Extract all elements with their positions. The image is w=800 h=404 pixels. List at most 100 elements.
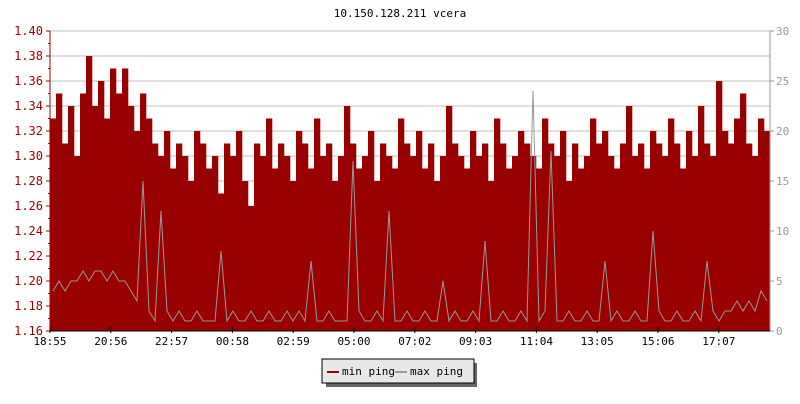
y-left-tick-label: 1.26 xyxy=(14,199,43,213)
min-ping-bar xyxy=(122,68,129,331)
min-ping-bar xyxy=(746,143,753,331)
min-ping-bar xyxy=(356,168,363,331)
min-ping-bar xyxy=(368,131,375,331)
y-right-tick-label: 25 xyxy=(776,75,789,88)
x-tick-label: 20:56 xyxy=(94,335,127,348)
min-ping-bar xyxy=(464,168,471,331)
min-ping-bar xyxy=(380,143,387,331)
min-ping-bar xyxy=(236,131,243,331)
min-ping-bar xyxy=(386,156,393,331)
min-ping-bar xyxy=(662,156,669,331)
min-ping-bar xyxy=(494,118,501,331)
min-ping-bar xyxy=(614,168,621,331)
x-tick-label: 07:02 xyxy=(398,335,431,348)
min-ping-bar xyxy=(752,156,759,331)
min-ping-bar xyxy=(536,168,543,331)
min-ping-bar xyxy=(572,143,579,331)
y-left-tick-label: 1.30 xyxy=(14,149,43,163)
min-ping-bar xyxy=(476,156,483,331)
min-ping-bar xyxy=(404,143,411,331)
min-ping-bar xyxy=(704,143,711,331)
y-right-tick-label: 10 xyxy=(776,225,789,238)
legend: min ping max ping xyxy=(321,358,477,387)
x-tick-label: 02:59 xyxy=(277,335,310,348)
min-ping-bar xyxy=(338,156,345,331)
min-ping-bar xyxy=(686,131,693,331)
min-ping-bar xyxy=(350,143,357,331)
min-ping-bar xyxy=(182,156,189,331)
min-ping-bar xyxy=(680,168,687,331)
y-right-tick-label: 15 xyxy=(776,175,789,188)
min-ping-bar xyxy=(584,156,591,331)
min-ping-bar xyxy=(764,131,771,331)
min-ping-bar xyxy=(242,181,249,331)
min-ping-bar xyxy=(458,156,465,331)
min-ping-bar xyxy=(728,143,735,331)
min-ping-bar xyxy=(134,131,141,331)
min-ping-bar xyxy=(608,156,615,331)
min-ping-bar xyxy=(308,168,315,331)
min-ping-bar xyxy=(200,143,207,331)
min-ping-bar xyxy=(734,118,741,331)
y-right-tick-label: 30 xyxy=(776,25,789,38)
min-ping-bar xyxy=(80,93,87,331)
min-ping-bar xyxy=(158,156,165,331)
min-ping-bar xyxy=(146,118,153,331)
min-ping-bar xyxy=(296,131,303,331)
min-ping-bar xyxy=(566,181,573,331)
x-tick-label: 17:07 xyxy=(702,335,735,348)
min-ping-bar xyxy=(332,181,339,331)
y-right-tick-label: 0 xyxy=(776,325,783,338)
min-ping-bar xyxy=(254,143,261,331)
min-ping-bar xyxy=(548,143,555,331)
min-ping-bar xyxy=(446,106,453,331)
y-right-tick-label: 20 xyxy=(776,125,789,138)
min-ping-bar xyxy=(644,168,651,331)
min-ping-bar xyxy=(626,106,633,331)
min-ping-bar xyxy=(524,143,531,331)
min-ping-bar xyxy=(110,68,117,331)
min-ping-bar xyxy=(56,93,63,331)
min-ping-bar xyxy=(344,106,351,331)
min-ping-bar xyxy=(170,168,177,331)
x-tick-label: 22:57 xyxy=(155,335,188,348)
min-ping-bar xyxy=(86,56,93,331)
min-ping-bar xyxy=(716,81,723,331)
min-ping-bar xyxy=(554,156,561,331)
axes: 1.16 1.18 1.20 1.22 1.24 1.26 1.28 1.30 1.32 1.34… xyxy=(14,24,789,348)
min-ping-bar xyxy=(512,156,519,331)
x-tick-label: 11:04 xyxy=(520,335,553,348)
min-ping-bar xyxy=(188,181,195,331)
y-left-tick-label: 1.40 xyxy=(14,24,43,38)
min-ping-bar xyxy=(710,156,717,331)
min-ping-bar xyxy=(698,106,705,331)
min-ping-bar xyxy=(290,181,297,331)
y-left-tick-label: 1.28 xyxy=(14,174,43,188)
min-ping-bar xyxy=(422,168,429,331)
min-ping-bar xyxy=(674,143,681,331)
min-ping-bar xyxy=(218,193,225,331)
y-right-tick-label: 5 xyxy=(776,275,783,288)
x-tick-label: 15:06 xyxy=(641,335,674,348)
min-ping-bar xyxy=(248,206,255,331)
min-ping-bar xyxy=(260,156,267,331)
min-ping-bar xyxy=(638,143,645,331)
min-ping-bar xyxy=(128,106,135,331)
min-ping-bar xyxy=(602,131,609,331)
min-ping-bar xyxy=(506,168,513,331)
min-ping-bar xyxy=(50,118,57,331)
min-ping-bars xyxy=(50,56,771,331)
min-ping-bar xyxy=(500,143,507,331)
chart-title: 10.150.128.211 vcera xyxy=(334,7,466,20)
min-ping-bar xyxy=(98,81,105,331)
y-left-tick-label: 1.24 xyxy=(14,224,43,238)
min-ping-bar xyxy=(692,156,699,331)
min-ping-bar xyxy=(326,143,333,331)
min-ping-bar xyxy=(302,143,309,331)
min-ping-bar xyxy=(518,131,525,331)
min-ping-bar xyxy=(578,168,585,331)
y-left-tick-label: 1.20 xyxy=(14,274,43,288)
x-tick-label: 18:55 xyxy=(33,335,66,348)
min-ping-bar xyxy=(656,143,663,331)
